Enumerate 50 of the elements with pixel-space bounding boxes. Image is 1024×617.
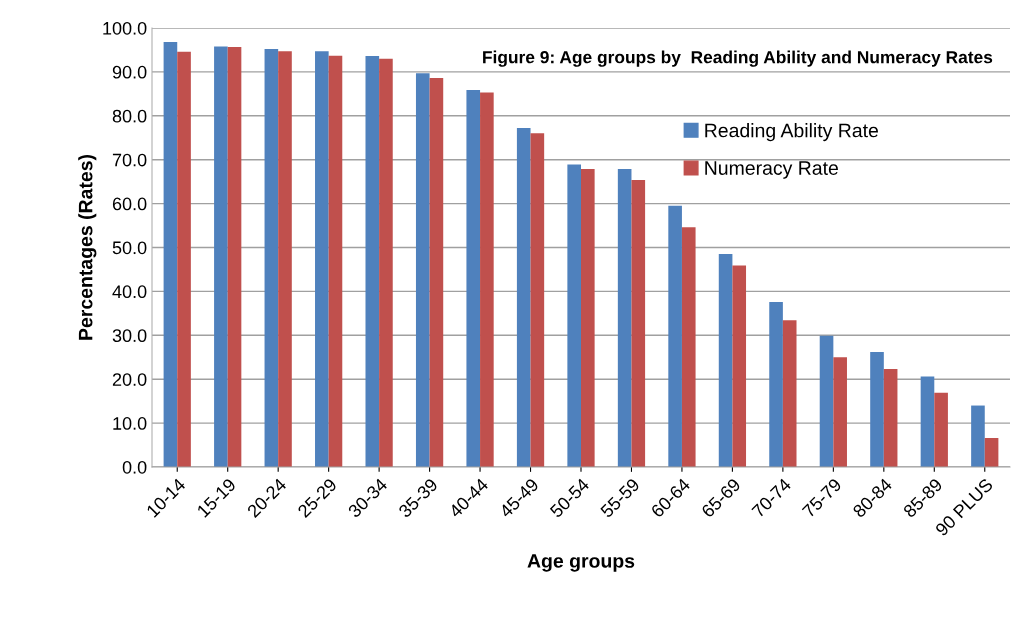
bar — [833, 357, 847, 467]
bar — [429, 78, 444, 467]
bar — [480, 92, 494, 467]
bar — [466, 89, 481, 467]
y-axis-title: Percentages (Rates) — [78, 154, 97, 340]
y-tick-label: 50.0 — [112, 241, 147, 255]
bar — [920, 376, 935, 467]
bar — [971, 405, 985, 467]
bar — [415, 73, 430, 467]
y-tick-label: 20.0 — [112, 373, 147, 386]
y-tick-label: 90.0 — [112, 65, 147, 79]
y-tick-label: 40.0 — [112, 285, 147, 299]
y-tick-label: 30.0 — [112, 329, 147, 343]
bar — [782, 320, 797, 467]
bar — [227, 46, 242, 467]
bar — [365, 56, 380, 467]
bar — [732, 265, 747, 467]
bar — [264, 49, 279, 467]
y-tick-label: 100.0 — [103, 21, 147, 35]
bar — [516, 128, 531, 467]
bar — [883, 369, 898, 467]
bar — [214, 46, 228, 467]
y-tick-label: 10.0 — [113, 417, 147, 430]
bar — [163, 42, 178, 467]
bar — [530, 133, 545, 467]
bar — [581, 168, 595, 467]
legend-label: Numeracy Rate — [705, 161, 838, 179]
bar — [819, 335, 834, 467]
bar — [769, 301, 783, 467]
bar — [631, 179, 646, 467]
bar — [668, 205, 682, 467]
bar — [315, 51, 329, 467]
y-tick-label: 80.0 — [112, 109, 147, 123]
bar — [177, 51, 191, 467]
bar — [379, 58, 393, 467]
x-axis-title: Age groups — [527, 554, 635, 572]
bar — [681, 227, 696, 467]
legend-label: Reading Ability Rate — [705, 123, 878, 142]
bar — [617, 168, 632, 467]
bar — [718, 254, 733, 467]
bar — [934, 392, 948, 467]
bar — [870, 351, 884, 467]
bar — [984, 438, 999, 467]
text: Figure 9: Age groups by Reading Ability and Numeracy Rates — [483, 50, 993, 67]
y-tick-label: 60.0 — [112, 197, 147, 211]
bar — [328, 55, 343, 467]
y-tick-label: 0.0 — [122, 460, 147, 474]
bar — [278, 51, 292, 467]
y-tick-label: 70.0 — [112, 153, 147, 167]
bar — [567, 164, 581, 467]
